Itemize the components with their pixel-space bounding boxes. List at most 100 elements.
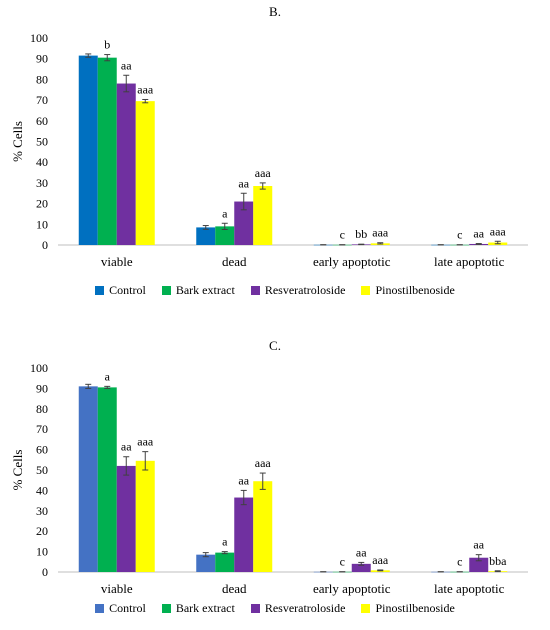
bar xyxy=(215,226,235,245)
legend-swatch xyxy=(250,286,260,295)
y-tick-label: 70 xyxy=(36,422,48,436)
legend-item: Resveratroloside xyxy=(250,601,346,616)
y-tick-label: 10 xyxy=(36,545,48,559)
y-tick-label: 20 xyxy=(36,524,48,538)
significance-label: aa xyxy=(121,58,132,72)
y-tick-label: 80 xyxy=(36,72,48,86)
y-tick-label: 60 xyxy=(36,443,48,457)
significance-label: aaa xyxy=(490,224,507,238)
legend-label: Pinostilbenoside xyxy=(375,601,455,615)
legend-label: Control xyxy=(109,601,146,615)
legend-label: Resveratroloside xyxy=(264,601,346,615)
bar xyxy=(116,83,136,245)
y-tick-label: 0 xyxy=(42,565,48,579)
significance-label: bba xyxy=(489,554,507,568)
y-tick-label: 50 xyxy=(36,135,48,149)
bar xyxy=(253,186,273,245)
x-tick-label: viable xyxy=(101,254,133,269)
bar xyxy=(97,387,117,572)
y-tick-label: 10 xyxy=(36,217,48,231)
legend-item: Bark extract xyxy=(161,601,235,616)
significance-label: aaa xyxy=(372,226,389,240)
x-tick-label: viable xyxy=(101,581,133,596)
x-tick-label: early apoptotic xyxy=(313,581,391,596)
y-tick-label: 20 xyxy=(36,197,48,211)
x-tick-label: early apoptotic xyxy=(313,254,391,269)
bar xyxy=(196,554,216,572)
bar xyxy=(234,497,254,572)
significance-label: aaa xyxy=(137,82,154,96)
legend-label: Resveratroloside xyxy=(264,283,346,297)
chart-legend-c: Control Bark extract Resveratroloside Pinos… xyxy=(0,601,550,616)
significance-label: aa xyxy=(238,473,249,487)
legend-label: Bark extract xyxy=(175,283,235,297)
y-tick-label: 100 xyxy=(30,361,48,375)
bar xyxy=(196,227,216,245)
x-tick-label: late apoptotic xyxy=(434,254,505,269)
significance-label: aaa xyxy=(255,166,272,180)
significance-label: c xyxy=(340,228,345,242)
y-tick-label: 50 xyxy=(36,463,48,477)
significance-label: c xyxy=(340,555,345,569)
y-tick-label: 30 xyxy=(36,176,48,190)
y-tick-label: 90 xyxy=(36,381,48,395)
y-tick-label: 60 xyxy=(36,114,48,128)
bar xyxy=(135,101,155,245)
y-tick-label: 30 xyxy=(36,504,48,518)
bar xyxy=(78,55,98,245)
y-tick-label: 0 xyxy=(42,238,48,252)
y-tick-label: 40 xyxy=(36,483,48,497)
legend-swatch xyxy=(250,604,260,613)
legend-item: Bark extract xyxy=(161,283,235,298)
legend-swatch xyxy=(161,604,171,613)
chart-title: B. xyxy=(269,4,281,19)
legend-swatch xyxy=(95,604,105,613)
legend-item: Pinostilbenoside xyxy=(361,601,455,616)
bar xyxy=(234,201,254,245)
significance-label: aaa xyxy=(255,456,272,470)
bar xyxy=(78,386,98,572)
chart-panel-b: B. 0 10 20 30 40 50 60 70 80 90 100% Cells b aa aaa vi… xyxy=(0,0,550,310)
bar xyxy=(116,465,136,572)
significance-label: b xyxy=(104,38,110,52)
bar xyxy=(215,552,235,572)
legend-item: Resveratroloside xyxy=(250,283,346,298)
legend-swatch xyxy=(161,286,171,295)
significance-label: aa xyxy=(238,176,249,190)
bar xyxy=(97,57,117,245)
y-tick-label: 80 xyxy=(36,402,48,416)
y-tick-label: 90 xyxy=(36,52,48,66)
legend-label: Control xyxy=(109,283,146,297)
significance-label: aaa xyxy=(137,435,154,449)
bar xyxy=(469,557,489,572)
significance-label: aa xyxy=(473,538,484,552)
x-tick-label: dead xyxy=(222,254,247,269)
legend-label: Pinostilbenoside xyxy=(375,283,455,297)
legend-swatch xyxy=(361,604,371,613)
significance-label: c xyxy=(457,555,462,569)
x-tick-label: late apoptotic xyxy=(434,581,505,596)
chart-panel-c: C. 0 10 20 30 40 50 60 70 80 90 100% Cells a aa aaa vi… xyxy=(0,320,550,630)
y-tick-label: 40 xyxy=(36,155,48,169)
y-axis-label: % Cells xyxy=(10,450,25,491)
y-tick-label: 70 xyxy=(36,93,48,107)
significance-label: c xyxy=(457,228,462,242)
significance-label: aa xyxy=(121,440,132,454)
significance-label: aa xyxy=(473,227,484,241)
legend-swatch xyxy=(361,286,371,295)
significance-label: aaa xyxy=(372,553,389,567)
significance-label: bb xyxy=(355,227,367,241)
legend-swatch xyxy=(95,286,105,295)
significance-label: a xyxy=(222,535,228,549)
chart-title: C. xyxy=(269,338,281,353)
y-tick-label: 100 xyxy=(30,31,48,45)
bar xyxy=(135,460,155,572)
chart-legend-b: Control Bark extract Resveratroloside Pinos… xyxy=(0,283,550,298)
significance-label: a xyxy=(105,369,111,383)
significance-label: a xyxy=(222,206,228,220)
legend-item: Pinostilbenoside xyxy=(361,283,455,298)
x-tick-label: dead xyxy=(222,581,247,596)
legend-item: Control xyxy=(95,601,146,616)
y-axis-label: % Cells xyxy=(10,121,25,162)
